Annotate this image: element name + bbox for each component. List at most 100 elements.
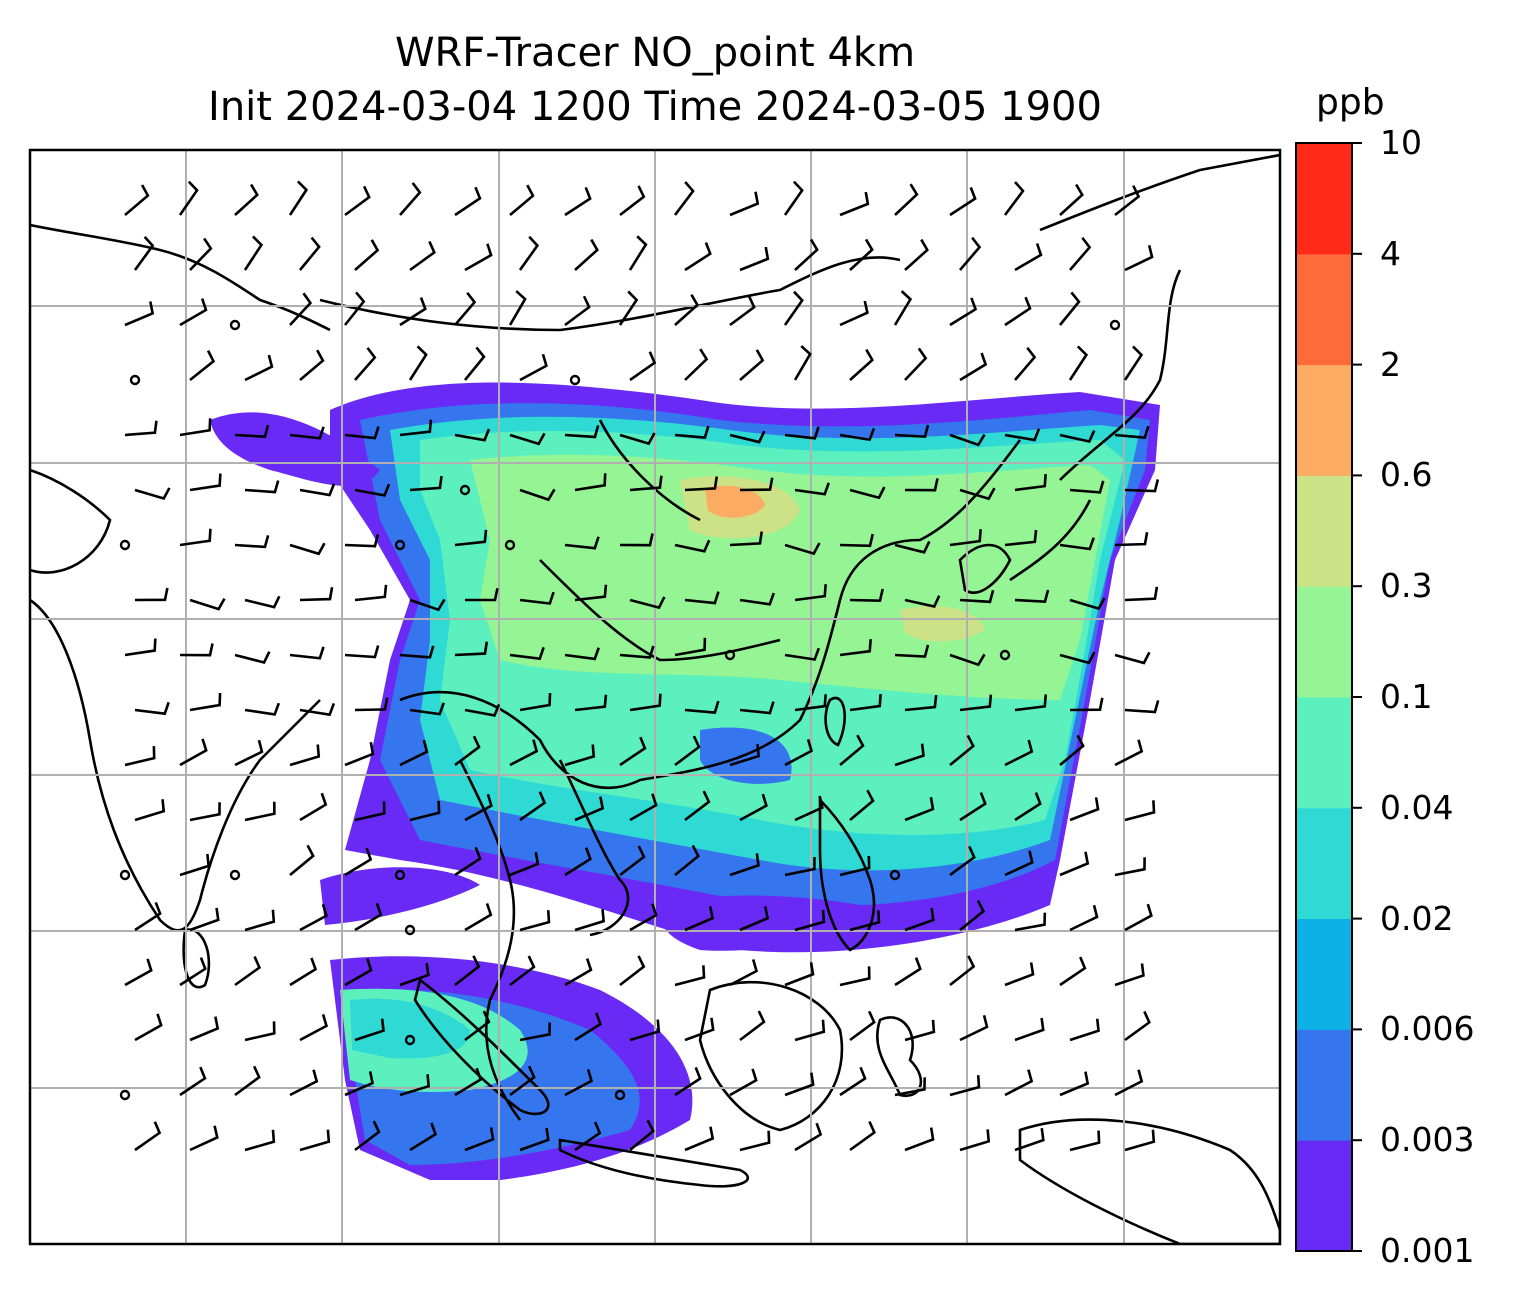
- wind-barb: [849, 910, 881, 932]
- wind-barb: [564, 1069, 594, 1097]
- wind-barb: [1004, 850, 1034, 877]
- wind-barb: [409, 598, 446, 612]
- wind-barb: [949, 955, 976, 987]
- wind-barb: [1114, 651, 1151, 665]
- wind-barb: [729, 531, 764, 547]
- wind-barb: [739, 246, 770, 272]
- wind-calm-circle: [119, 869, 131, 881]
- wind-barb: [299, 792, 328, 822]
- wind-barb: [684, 591, 720, 605]
- wind-barb: [839, 855, 871, 877]
- wind-barb: [1003, 181, 1025, 216]
- wind-barb: [839, 300, 869, 327]
- wind-barb: [794, 795, 824, 822]
- wind-barb: [244, 480, 280, 494]
- wind-barb: [178, 180, 199, 216]
- coast-philippines: [818, 796, 876, 952]
- wind-calm-circle: [999, 649, 1011, 661]
- wind-barb: [1069, 597, 1106, 611]
- wind-barb: [344, 185, 371, 217]
- wind-barb: [189, 473, 222, 492]
- coast-arabia-west: [30, 468, 112, 574]
- colorbar-segment-7: [1296, 364, 1352, 476]
- coast-java: [558, 1138, 750, 1188]
- wind-barb: [849, 1120, 876, 1152]
- wind-barb: [564, 744, 596, 767]
- wind-barb: [464, 793, 493, 822]
- wind-barb: [519, 353, 548, 382]
- colorbar-tick-label: 4: [1380, 233, 1401, 273]
- wind-barb: [1004, 296, 1032, 327]
- wind-barb: [1014, 346, 1037, 381]
- wind-calm-circle: [614, 1089, 626, 1101]
- wind-barb: [784, 1072, 815, 1097]
- wind-barb: [134, 799, 166, 822]
- wind-barb: [1059, 851, 1090, 877]
- wind-barb: [894, 1077, 926, 1097]
- wind-barb: [729, 191, 760, 217]
- wind-barb: [134, 1013, 163, 1042]
- chart-subtitle: Init 2024-03-04 1200 Time 2024-03-05 190…: [208, 84, 1102, 130]
- colorbar-segment-9: [1296, 143, 1352, 255]
- wind-barb: [739, 592, 776, 606]
- colorbar-tick-label: 0.3: [1380, 566, 1433, 606]
- wind-calm-circle: [459, 484, 471, 496]
- wind-barb: [794, 482, 830, 496]
- wind-barb: [564, 958, 593, 987]
- wind-barb: [133, 236, 155, 271]
- wind-barb: [179, 528, 212, 547]
- wind-barb: [454, 641, 489, 657]
- wind-barb: [399, 297, 427, 327]
- wind-barb: [904, 478, 939, 492]
- wind-barb: [509, 646, 545, 661]
- wind-barb: [949, 529, 982, 547]
- wind-barb: [1114, 857, 1146, 877]
- wind-barb: [234, 1065, 261, 1097]
- wind-barb: [564, 536, 600, 550]
- wind-barb: [739, 477, 774, 492]
- wind-barb: [464, 1010, 491, 1042]
- wind-barb: [794, 238, 819, 271]
- wind-barb: [344, 426, 380, 440]
- wind-barb: [1114, 185, 1141, 217]
- wind-barb: [299, 1013, 329, 1042]
- coast-korea: [958, 543, 1012, 594]
- wind-barb: [519, 1022, 551, 1042]
- wind-barb: [399, 645, 435, 659]
- wind-barb: [729, 744, 761, 767]
- wind-barb: [959, 487, 996, 501]
- coast-northwest: [30, 223, 331, 332]
- colorbar-segment-1: [1296, 1029, 1352, 1141]
- wind-barb: [299, 1129, 331, 1152]
- wind-barb: [949, 653, 986, 667]
- wind-barb: [409, 702, 445, 716]
- wind-barb: [343, 291, 366, 326]
- tracer-core-orange: [705, 485, 765, 518]
- wind-barb: [244, 595, 281, 609]
- wind-barb: [739, 906, 770, 932]
- wind-barb: [409, 240, 436, 272]
- wind-barb: [894, 424, 930, 439]
- wind-barb: [1124, 479, 1160, 493]
- wind-barb: [849, 486, 886, 500]
- coast-russia-east: [1039, 153, 1280, 232]
- wind-barb: [399, 419, 433, 437]
- colorbar-tick-label: 2: [1380, 344, 1401, 384]
- wind-barb: [509, 851, 540, 877]
- wind-barb: [904, 797, 935, 822]
- wind-barb: [1069, 480, 1105, 494]
- wind-barb: [849, 348, 874, 381]
- wind-barb: [1069, 904, 1099, 932]
- wind-barb: [1114, 532, 1149, 547]
- wind-barb: [134, 1121, 162, 1152]
- coast-newguinea: [1018, 1118, 1280, 1244]
- wind-barb: [354, 902, 383, 932]
- wind-barb: [794, 1122, 823, 1152]
- colorbar: [1295, 142, 1362, 1252]
- wind-barb: [354, 801, 386, 822]
- coastlines: [30, 153, 1280, 1244]
- wind-barb: [289, 1069, 319, 1097]
- wind-barb: [244, 702, 281, 716]
- wind-barb: [893, 290, 913, 326]
